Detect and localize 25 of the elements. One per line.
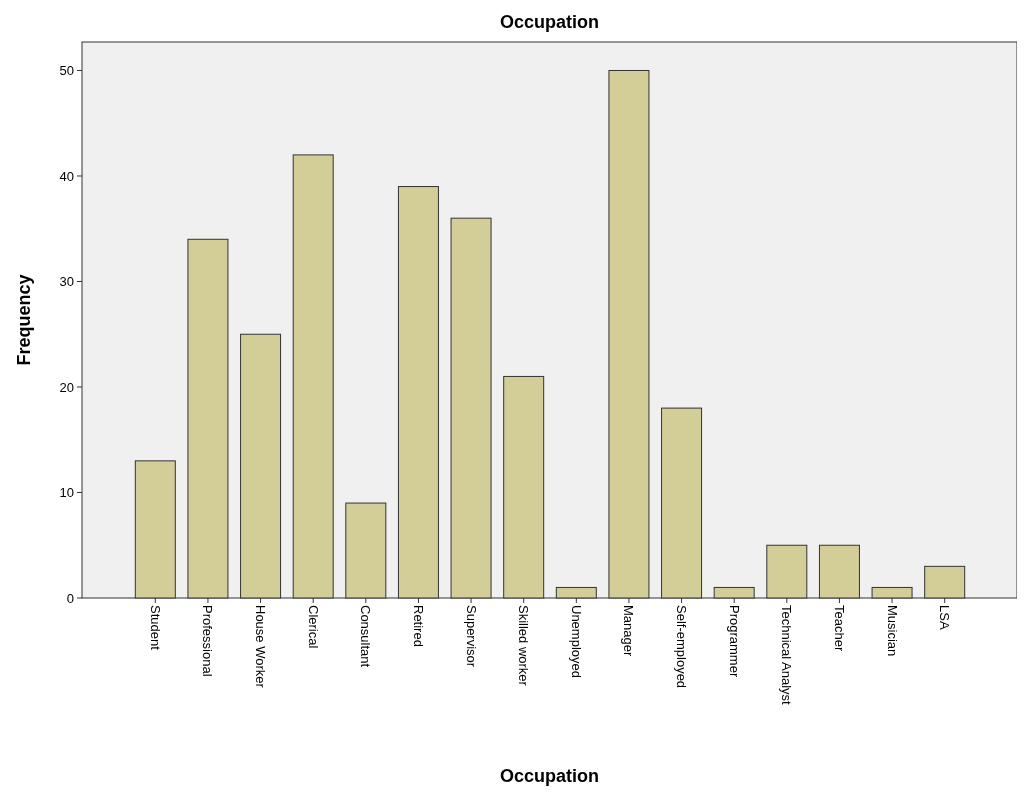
x-tick-label: Consultant (358, 605, 374, 668)
x-tick-label: Unemployed (568, 605, 584, 678)
x-tick-label: LSA (937, 605, 953, 630)
y-axis-title: Frequency (14, 274, 34, 366)
x-tick-label: House Worker (253, 605, 269, 689)
x-tick-label: Supervisor (463, 605, 479, 668)
x-tick-label: Musician (884, 605, 900, 657)
chart-title: Occupation (499, 12, 600, 32)
x-axis-title: Occupation (499, 766, 600, 786)
x-tick-label: Clerical (305, 605, 321, 649)
y-tick-label: 0 (66, 590, 74, 606)
y-tick-label: 40 (59, 168, 74, 184)
x-tick-label: Programmer (726, 605, 742, 678)
x-tick-label: Manager (621, 605, 637, 657)
x-tick-label: Technical Analyst (779, 605, 795, 706)
y-tick-label: 10 (59, 485, 74, 501)
x-tick-label: Self-employed (674, 605, 690, 689)
x-tick-label: Student (147, 605, 163, 651)
y-tick-label: 30 (59, 274, 74, 290)
x-tick-label: Skilled worker (516, 605, 532, 687)
y-tick-label: 50 (59, 63, 74, 79)
y-tick-label: 20 (59, 379, 74, 395)
x-tick-label: Teacher (831, 605, 847, 652)
x-tick-label: Professional (200, 605, 216, 677)
x-tick-label: Retired (410, 605, 426, 647)
